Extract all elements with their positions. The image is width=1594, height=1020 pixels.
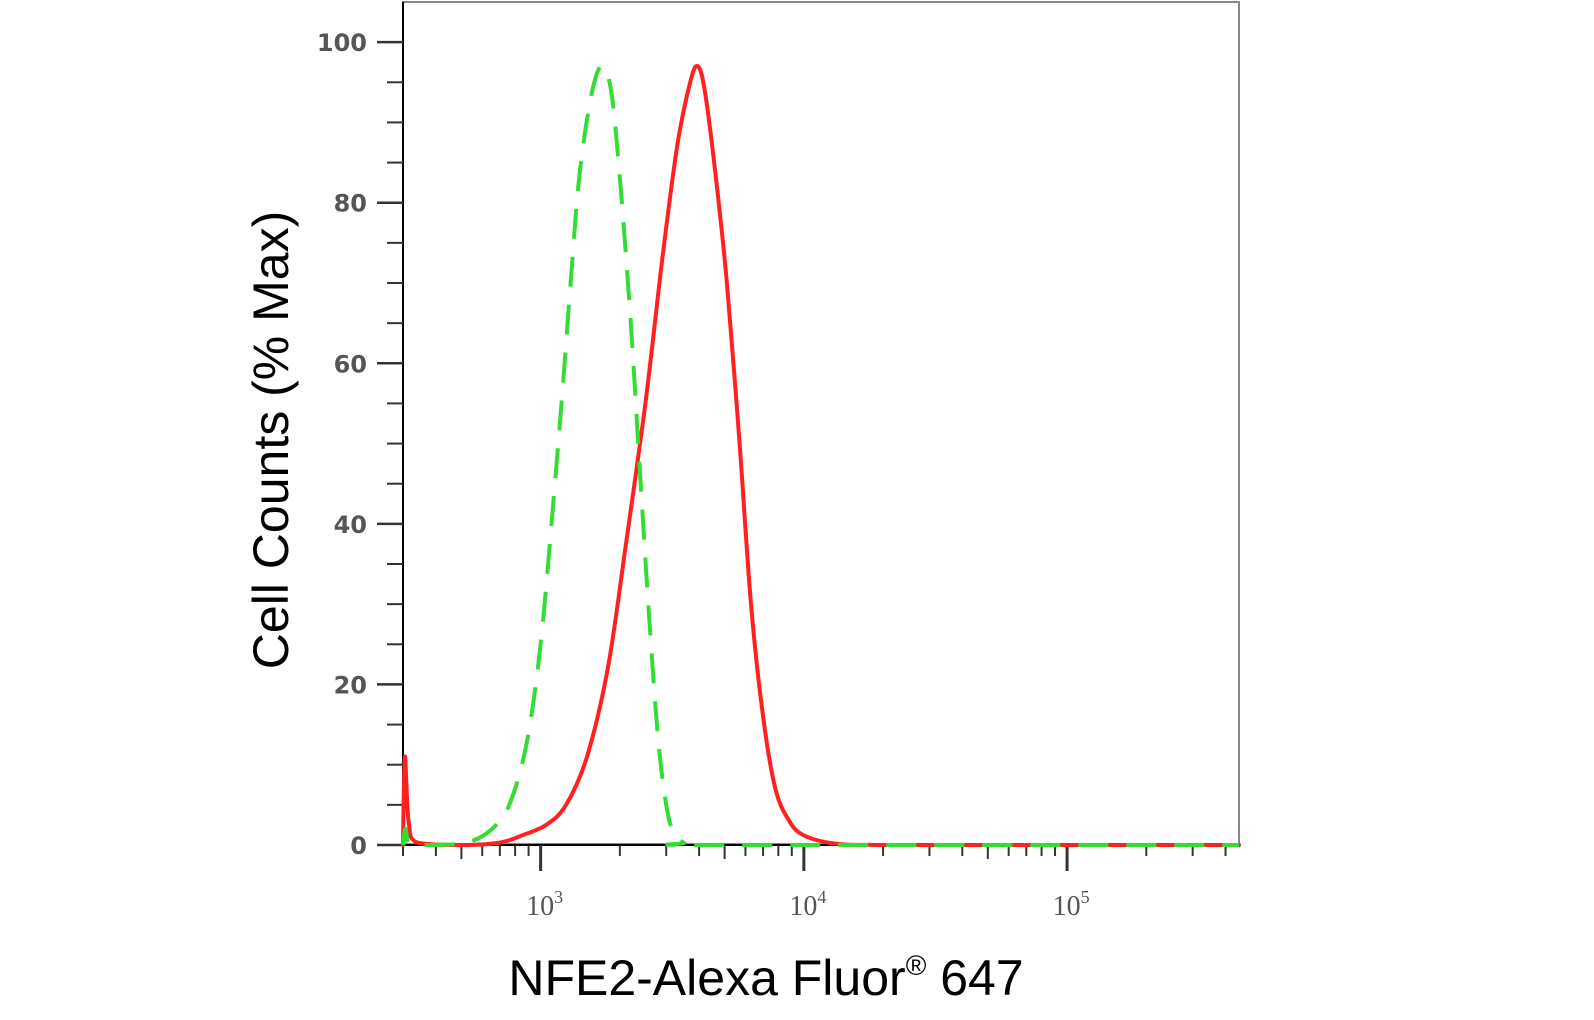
y-tick-label: 80 bbox=[334, 190, 367, 218]
x-axis-ticks: 103 104 105 bbox=[402, 845, 1227, 922]
plot-frame bbox=[402, 1, 1240, 845]
x-tick-label: 105 bbox=[1053, 887, 1090, 922]
y-tick-label: 100 bbox=[317, 29, 367, 57]
x-tick-label: 104 bbox=[789, 887, 826, 922]
y-tick-label: 0 bbox=[350, 832, 367, 860]
y-tick-label: 60 bbox=[334, 350, 367, 378]
y-axis-ticks: 0 20 40 60 80 100 bbox=[317, 29, 403, 860]
x-axis-title-suffix: 647 bbox=[926, 950, 1023, 1006]
x-axis-title: NFE2-Alexa Fluor® 647 bbox=[508, 950, 1023, 1006]
x-tick-label: 103 bbox=[526, 887, 563, 922]
y-tick-label: 20 bbox=[334, 671, 367, 699]
series-layer bbox=[401, 64, 1241, 848]
series-line-sample-solid bbox=[401, 64, 1241, 848]
y-axis-title: Cell Counts (% Max) bbox=[243, 211, 299, 669]
x-axis-title-main: NFE2-Alexa Fluor bbox=[508, 950, 905, 1006]
series-line-control-dashed bbox=[401, 64, 1239, 848]
y-tick-label: 40 bbox=[334, 511, 367, 539]
x-axis-title-mark: ® bbox=[906, 950, 927, 981]
